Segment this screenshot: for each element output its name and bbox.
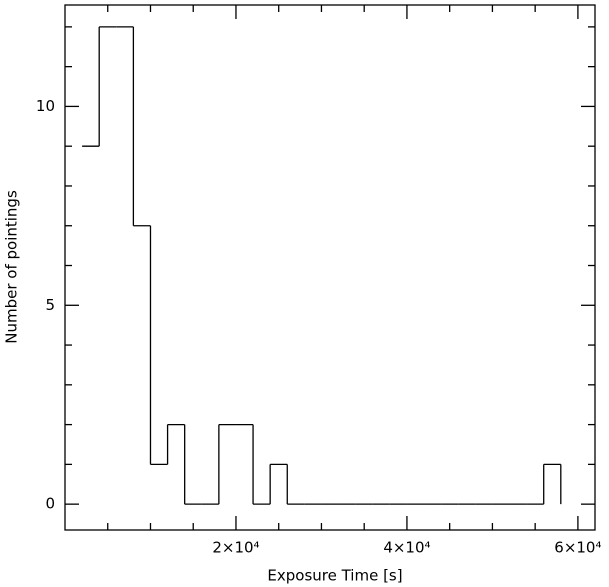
y-axis-label: Number of pointings: [3, 190, 21, 344]
plot-frame: [64, 4, 596, 531]
y-tick-label: 0: [45, 495, 55, 513]
y-tick-label: 10: [36, 97, 55, 115]
x-tick-label: 2×10⁴: [212, 539, 259, 557]
x-tick-label: 4×10⁴: [383, 539, 430, 557]
x-axis-label: Exposure Time [s]: [267, 567, 402, 585]
x-tick-label: 6×10⁴: [554, 539, 601, 557]
y-tick-label: 5: [45, 296, 55, 314]
